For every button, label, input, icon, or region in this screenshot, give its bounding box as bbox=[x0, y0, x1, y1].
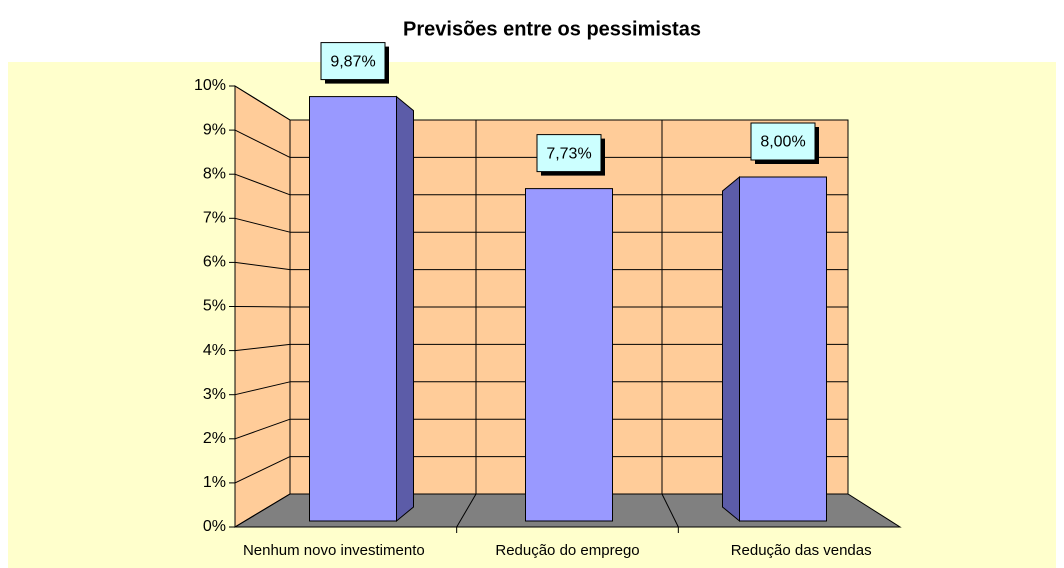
bar bbox=[739, 176, 827, 522]
y-tick-label: 8% bbox=[203, 165, 226, 182]
chart-title: Previsões entre os pessimistas bbox=[403, 18, 701, 40]
grid-line-side bbox=[234, 261, 291, 271]
data-label: 8,00% bbox=[760, 134, 805, 151]
grid-line-side bbox=[234, 418, 291, 440]
grid-line-side bbox=[234, 306, 291, 308]
y-tick-label: 1% bbox=[203, 474, 226, 491]
bar-side bbox=[722, 175, 740, 523]
bar bbox=[309, 96, 397, 522]
grid-line-side bbox=[234, 381, 291, 396]
y-tick-label: 0% bbox=[203, 518, 226, 535]
y-tick-label: 2% bbox=[203, 430, 226, 447]
data-label-box bbox=[750, 122, 816, 161]
bar bbox=[525, 188, 613, 522]
y-tick-label: 3% bbox=[203, 386, 226, 403]
grid-line-side bbox=[234, 456, 291, 484]
x-tick-label: Redução das vendas bbox=[731, 542, 872, 559]
grid-line-side bbox=[234, 85, 291, 121]
grid-line-side bbox=[234, 343, 291, 352]
data-label-box bbox=[536, 134, 602, 173]
grid-line-side bbox=[234, 217, 291, 233]
y-tick-label: 10% bbox=[194, 77, 226, 94]
bar-side bbox=[396, 95, 414, 523]
data-label: 7,73% bbox=[546, 145, 591, 162]
grid-line-side bbox=[234, 493, 291, 528]
y-tick-label: 4% bbox=[203, 342, 226, 359]
floor-divider bbox=[661, 493, 679, 528]
y-tick-label: 5% bbox=[203, 298, 226, 315]
grid-line-side bbox=[234, 173, 291, 196]
y-tick-label: 6% bbox=[203, 254, 226, 271]
grid-line-side bbox=[234, 129, 291, 158]
x-tick-label: Redução do emprego bbox=[495, 542, 639, 559]
x-tick-label: Nenhum novo investimento bbox=[243, 542, 425, 559]
y-tick-label: 9% bbox=[203, 121, 226, 138]
y-tick-label: 7% bbox=[203, 210, 226, 227]
floor-divider bbox=[456, 493, 477, 528]
data-label-box bbox=[320, 42, 386, 81]
data-label: 9,87% bbox=[330, 53, 375, 70]
